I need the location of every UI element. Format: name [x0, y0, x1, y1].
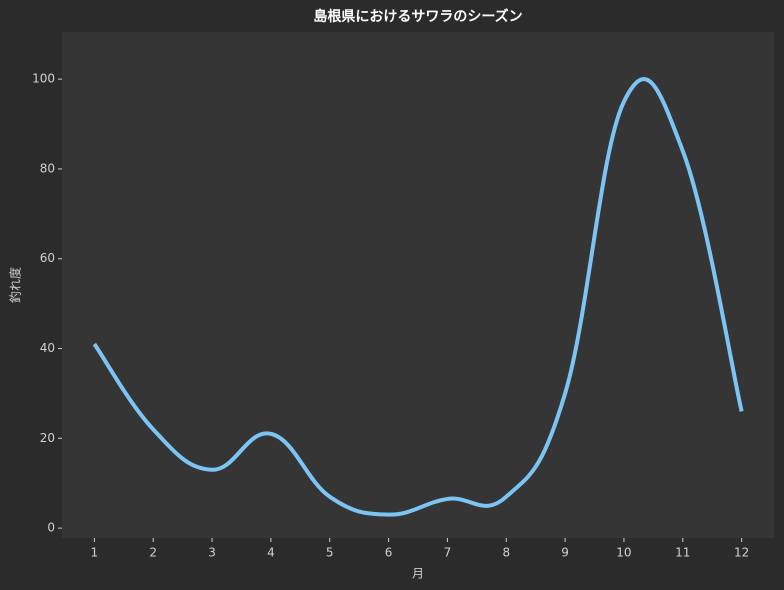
x-tick-label: 6	[385, 546, 393, 560]
y-tick-label: 40	[40, 341, 55, 355]
y-axis-label: 釣れ度	[8, 267, 23, 303]
x-tick-label: 12	[734, 546, 749, 560]
y-tick-label: 60	[40, 251, 55, 265]
y-tick-label: 20	[40, 431, 55, 445]
y-tick-label: 100	[32, 72, 55, 86]
x-tick-label: 8	[502, 546, 510, 560]
y-tick-label: 80	[40, 161, 55, 175]
x-tick-label: 7	[444, 546, 452, 560]
x-tick-label: 10	[616, 546, 631, 560]
x-tick-label: 5	[326, 546, 334, 560]
chart-title: 島根県におけるサワラのシーズン	[313, 8, 522, 25]
line	[92, 77, 744, 517]
x-tick-label: 2	[149, 546, 157, 560]
x-tick-label: 9	[561, 546, 569, 560]
x-tick-label: 11	[675, 546, 690, 560]
plot-area	[62, 32, 774, 538]
x-tick-label: 3	[208, 546, 216, 560]
x-tick-label: 1	[91, 546, 99, 560]
y-tick-label: 0	[47, 521, 55, 535]
x-axis-label: 月	[412, 567, 424, 581]
x-tick-label: 4	[267, 546, 275, 560]
